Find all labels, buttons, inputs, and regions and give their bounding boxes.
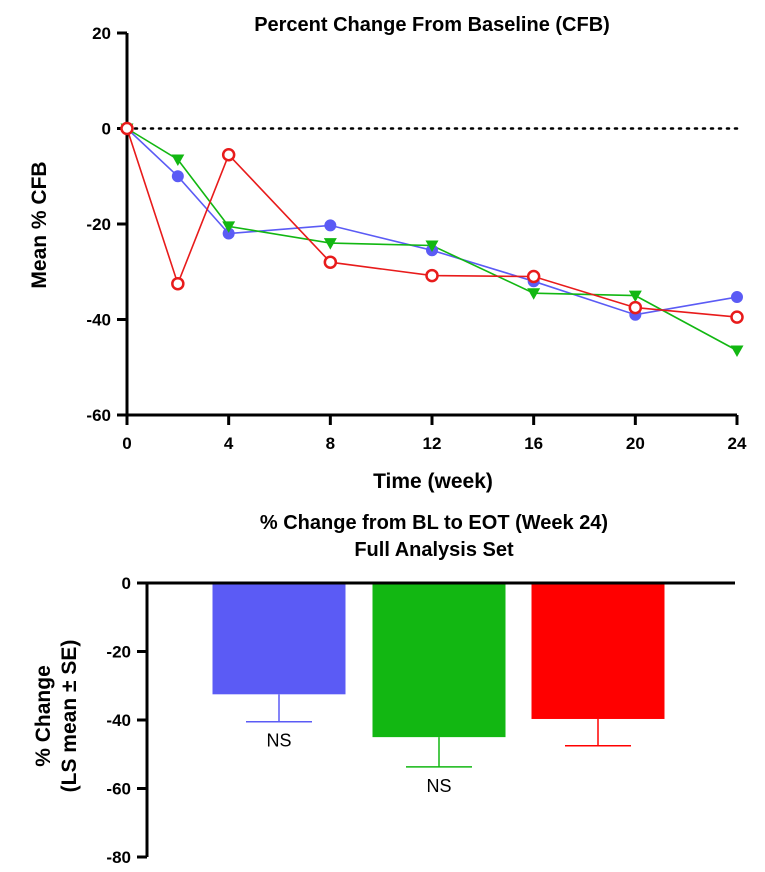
line-series-3-point bbox=[628, 300, 643, 315]
line-series-2-point bbox=[222, 221, 236, 233]
line-series-3 bbox=[126, 128, 738, 318]
line-chart-y-axis-label: Mean % CFB bbox=[28, 161, 51, 288]
bar-chart-y-tick-label: 0 bbox=[122, 574, 131, 593]
bar-chart: % Change from BL to EOT (Week 24) Full A… bbox=[32, 512, 735, 867]
line-series-3-point bbox=[323, 255, 338, 269]
bar-chart-y-tick-label: -40 bbox=[106, 711, 131, 730]
line-series-3-point bbox=[425, 268, 439, 283]
line-chart-y-tick-label: 20 bbox=[92, 24, 111, 43]
line-chart-x-tick-label: 8 bbox=[326, 434, 335, 453]
line-chart-x-tick-label: 12 bbox=[423, 434, 442, 453]
line-series-2-point bbox=[527, 288, 541, 300]
line-series-2-point bbox=[628, 290, 642, 303]
line-series-3-point bbox=[120, 121, 134, 136]
bar-chart-y-tick-label: -60 bbox=[106, 780, 131, 799]
line-series-2-point bbox=[323, 238, 337, 250]
bar-1 bbox=[212, 583, 346, 695]
line-chart-x-tick-label: 16 bbox=[524, 434, 543, 453]
line-series-3-point bbox=[526, 269, 541, 284]
line-chart-x-tick-label: 20 bbox=[626, 434, 645, 453]
line-series-1-point bbox=[324, 219, 337, 232]
line-chart: Percent Change From Baseline (CFB) Time … bbox=[28, 14, 747, 493]
line-chart-x-tick-label: 0 bbox=[122, 434, 131, 453]
line-series-2-point bbox=[730, 345, 744, 358]
line-chart-x-axis-label: Time (week) bbox=[373, 470, 493, 493]
line-series-2-point bbox=[171, 154, 185, 167]
bar-1-annotation: NS bbox=[266, 731, 291, 751]
bar-2-annotation: NS bbox=[426, 776, 451, 796]
bar-2 bbox=[372, 583, 506, 738]
line-series-1 bbox=[126, 127, 738, 316]
line-chart-title: Percent Change From Baseline (CFB) bbox=[254, 14, 610, 36]
line-chart-y-tick-label: -60 bbox=[86, 406, 111, 425]
line-series-1-point bbox=[731, 291, 743, 304]
bar-chart-title-line-1: % Change from BL to EOT (Week 24) bbox=[260, 512, 608, 534]
bar-chart-y-tick-label: -80 bbox=[106, 848, 131, 867]
line-series-1-point bbox=[171, 170, 184, 183]
line-series-1-point bbox=[222, 227, 235, 240]
line-chart-y-tick-label: -20 bbox=[86, 215, 111, 234]
line-series-2-point bbox=[425, 240, 439, 252]
line-series-3-point bbox=[730, 310, 744, 324]
bar-chart-y-axis-label-line-2: (LS mean ± SE) bbox=[58, 640, 81, 793]
line-chart-y-tick-label: -40 bbox=[86, 311, 111, 330]
line-series-2 bbox=[126, 127, 738, 352]
bar-chart-title-line-2: Full Analysis Set bbox=[354, 539, 514, 561]
bar-chart-y-axis-label-line-1: % Change bbox=[32, 665, 55, 767]
line-chart-y-tick-label: 0 bbox=[102, 120, 111, 139]
bar-chart-y-tick-label: -20 bbox=[106, 643, 131, 662]
line-chart-x-tick-label: 4 bbox=[224, 434, 234, 453]
line-series-3-point bbox=[171, 276, 185, 291]
bar-3 bbox=[531, 583, 665, 719]
line-series-3-point bbox=[221, 148, 236, 162]
line-chart-x-tick-label: 24 bbox=[728, 434, 747, 453]
